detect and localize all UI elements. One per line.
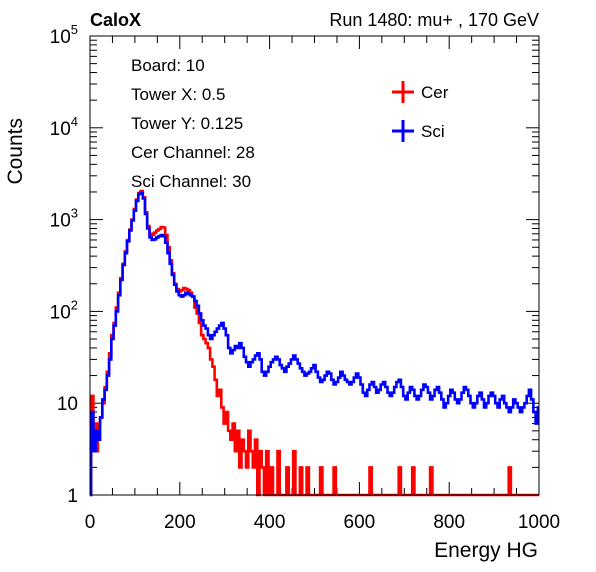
x-axis-label: Energy HG: [434, 539, 538, 562]
y-axis-label: Counts: [4, 118, 27, 185]
x-tick-label: 400: [254, 512, 286, 533]
y-tick-label: 104: [50, 114, 78, 140]
x-tick-label: 800: [433, 512, 465, 533]
info-line-tower-y: Tower Y: 0.125: [131, 114, 243, 133]
chart-title-left: CaloX: [90, 10, 141, 30]
x-tick-label: 200: [164, 512, 196, 533]
legend-marker-cer: [392, 81, 414, 103]
info-box: Board: 10 Tower X: 0.5 Tower Y: 0.125 Ce…: [131, 56, 255, 191]
legend-marker-sci: [392, 120, 414, 142]
legend: Cer Sci: [392, 81, 449, 142]
y-tick-label: 10: [57, 394, 78, 415]
info-line-cer-channel: Cer Channel: 28: [131, 143, 255, 162]
legend-label-sci: Sci: [421, 122, 445, 141]
axis-tick-labels: 0 200 400 600 800 1000 1 10 102 103 104 105: [50, 22, 561, 533]
y-tick-label: 1: [67, 486, 78, 507]
chart-title-right: Run 1480: mu+ , 170 GeV: [329, 10, 539, 30]
x-tick-label: 600: [344, 512, 376, 533]
info-line-sci-channel: Sci Channel: 30: [131, 172, 251, 191]
x-tick-label: 0: [85, 512, 96, 533]
y-tick-label: 105: [50, 22, 78, 48]
series-line-sci: [89, 191, 540, 497]
data-series: [89, 189, 540, 497]
legend-label-cer: Cer: [421, 83, 449, 102]
x-tick-label: 1000: [518, 512, 560, 533]
axis-ticks: [89, 36, 540, 496]
info-line-tower-x: Tower X: 0.5: [131, 85, 226, 104]
plot-frame: [89, 35, 540, 496]
info-line-board: Board: 10: [131, 56, 205, 75]
y-tick-label: 103: [50, 206, 78, 232]
y-tick-label: 102: [50, 297, 78, 323]
